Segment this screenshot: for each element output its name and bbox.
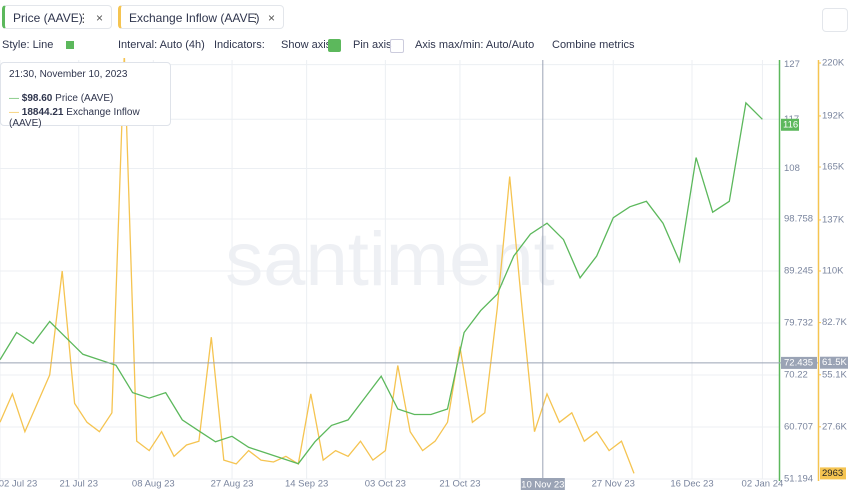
interval-select[interactable]: Interval: Auto (4h) [118,39,205,51]
y2-tick-label: 165K [822,162,845,173]
tab[interactable]: Price (AAVE) ⋮ × [2,5,112,29]
y2-tick-label: 82.7K [822,317,847,328]
menu-button[interactable] [822,8,848,32]
indicators[interactable]: Indicators: [214,39,265,51]
y2-tick-label: 137K [822,214,845,225]
line [0,101,763,465]
checkbox[interactable] [390,39,404,53]
x-tick-label: 02 Jan 24 [742,479,784,490]
x-tick-label: 27 Aug 23 [211,479,254,490]
color-swatch[interactable] [66,41,74,49]
tab-label: Exchange Inflow (AAVE) [129,11,260,25]
x-tick-label: 08 Aug 23 [132,479,175,490]
crosshair-y2-label: 61.5K [822,357,847,368]
last-value-box [820,467,846,480]
tooltip-label: Exchange Inflow (AAVE) [9,107,140,129]
crosshair-y-label: 72.435 [784,357,813,368]
combine-metrics[interactable]: Combine metrics [552,39,635,51]
close[interactable]: ⋮ × [249,11,275,25]
last-value-label: 116 [783,119,798,130]
tooltip-value: $98.60 [21,93,53,104]
x-tick-label: 02 Jul 23 [0,479,37,490]
style-select[interactable]: Style: Line [2,39,54,51]
y-tick-label: 79.732 [784,318,813,329]
x-tick-label: 16 Dec 23 [670,479,713,490]
y2-tick-label: 27.6K [822,421,847,432]
x-tick-label: 21 Jul 23 [59,479,98,490]
tooltip-value: 18844.21 [21,107,64,118]
crosshair-x-box [520,478,565,490]
y-tick-label: 89.245 [784,266,813,277]
last-value-label: 2963 [822,468,843,479]
close[interactable]: ⋮ × [77,11,103,25]
checkbox[interactable] [328,39,341,52]
x-tick-label: 21 Oct 23 [439,479,480,490]
y-tick-label: 117 [784,114,799,125]
pin-axis[interactable]: Pin axis [353,39,392,51]
x-tick-label: 27 Nov 23 [592,479,635,490]
x-tick-label: 03 Oct 23 [365,479,406,490]
tooltip: 21:30, November 10, 2023 — $98.60 Price … [0,62,171,129]
y2-tick-label: 220K [822,58,845,69]
y-tick-label: 51.194 [784,474,813,485]
watermark: santiment [225,217,555,302]
tooltip-label: Price (AAVE) [55,93,114,104]
tab[interactable]: Exchange Inflow (AAVE) ⋮ × [118,5,284,29]
axis-range[interactable]: Axis max/min: Auto/Auto [415,39,535,51]
tab-label: Price (AAVE) [13,11,83,25]
crosshair-x-label: 10 Nov 23 [521,480,564,490]
tooltip-time: 21:30, November 10, 2023 [9,69,128,80]
y-tick-label: 60.707 [784,422,813,433]
y-tick-label: 108 [784,163,800,174]
y-tick-label: 127 [784,59,800,70]
y-tick-label: 98.758 [784,214,813,225]
y2-tick-label: 192K [822,110,845,121]
show-axis[interactable]: Show axis [281,39,332,51]
crosshair-y-box [781,356,817,369]
y2-tick-label: 55.1K [822,369,847,380]
x-tick-label: 14 Sep 23 [285,479,328,490]
crosshair-y2-box [820,356,848,369]
y2-tick-label: 110K [822,266,844,277]
y-tick-label: 70.22 [784,370,808,381]
last-value-box [781,118,799,131]
